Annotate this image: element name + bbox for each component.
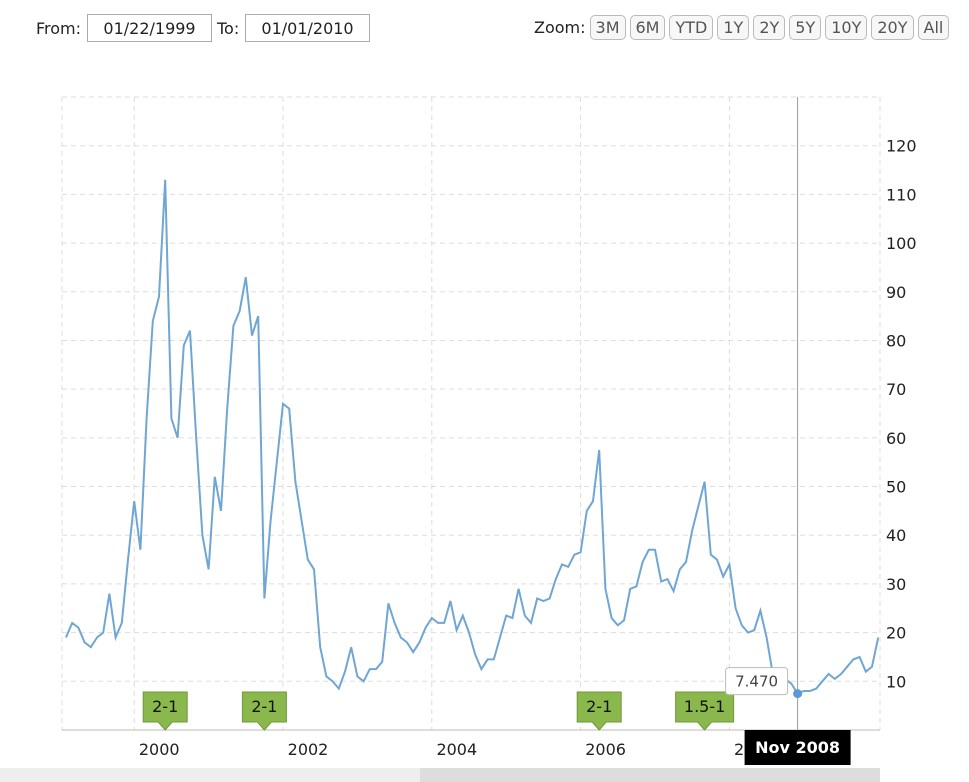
zoom-button[interactable]: YTD bbox=[669, 15, 714, 40]
zoom-button[interactable]: 3M bbox=[589, 15, 626, 40]
y-tick-label: 90 bbox=[886, 283, 906, 302]
flag-label: 2-1 bbox=[586, 697, 612, 716]
split-flag: 2-1 bbox=[241, 691, 287, 731]
to-label: To: bbox=[217, 19, 240, 38]
y-tick-label: 70 bbox=[886, 380, 906, 399]
y-tick-label: 60 bbox=[886, 429, 906, 448]
zoom-button[interactable]: 20Y bbox=[871, 15, 914, 40]
zoom-button[interactable]: 5Y bbox=[789, 15, 822, 40]
zoom-button[interactable]: 10Y bbox=[825, 15, 868, 40]
x-tick-label: 2004 bbox=[436, 740, 477, 759]
x-tick-label: 2000 bbox=[139, 740, 180, 759]
zoom-button[interactable]: 2Y bbox=[753, 15, 786, 40]
hover-point bbox=[793, 689, 803, 699]
split-flag: 2-1 bbox=[142, 691, 188, 731]
y-tick-label: 50 bbox=[886, 478, 906, 497]
zoom-button[interactable]: 6M bbox=[629, 15, 666, 40]
from-input[interactable]: 01/22/1999 bbox=[87, 14, 212, 42]
zoom-bar: Zoom: 3M 6M YTD 1Y 2Y 5Y 10Y 20Y All bbox=[534, 15, 950, 40]
navigator-handle[interactable] bbox=[420, 768, 880, 782]
value-box bbox=[725, 667, 789, 696]
zoom-button[interactable]: All bbox=[917, 15, 950, 40]
flag-shape bbox=[142, 691, 188, 731]
y-tick-label: 120 bbox=[886, 137, 917, 156]
flag-shape bbox=[576, 691, 622, 731]
flag-shape bbox=[675, 691, 735, 731]
flag-shape bbox=[241, 691, 287, 731]
flag-label: 2-1 bbox=[251, 697, 277, 716]
y-tick-label: 20 bbox=[886, 624, 906, 643]
zoom-label: Zoom: bbox=[534, 18, 586, 37]
split-flag: 1.5-1 bbox=[675, 691, 735, 731]
price-line bbox=[65, 179, 880, 695]
to-input[interactable]: 01/01/2010 bbox=[245, 14, 370, 42]
y-tick-label: 40 bbox=[886, 526, 906, 545]
flag-label: 2-1 bbox=[152, 697, 178, 716]
date-box bbox=[744, 730, 851, 765]
x-tick-label: 2002 bbox=[288, 740, 329, 759]
from-label: From: bbox=[36, 19, 82, 38]
flag-label: 1.5-1 bbox=[684, 697, 725, 716]
y-tick-label: 10 bbox=[886, 672, 906, 691]
value-label: 7.470 bbox=[735, 673, 778, 691]
x-tick-label: 2006 bbox=[585, 740, 626, 759]
zoom-button[interactable]: 1Y bbox=[717, 15, 750, 40]
y-tick-label: 110 bbox=[886, 185, 917, 204]
y-tick-label: 80 bbox=[886, 331, 906, 350]
y-tick-label: 30 bbox=[886, 575, 906, 594]
y-tick-label: 100 bbox=[886, 234, 917, 253]
date-label: Nov 2008 bbox=[755, 738, 840, 757]
split-flag: 2-1 bbox=[576, 691, 622, 731]
